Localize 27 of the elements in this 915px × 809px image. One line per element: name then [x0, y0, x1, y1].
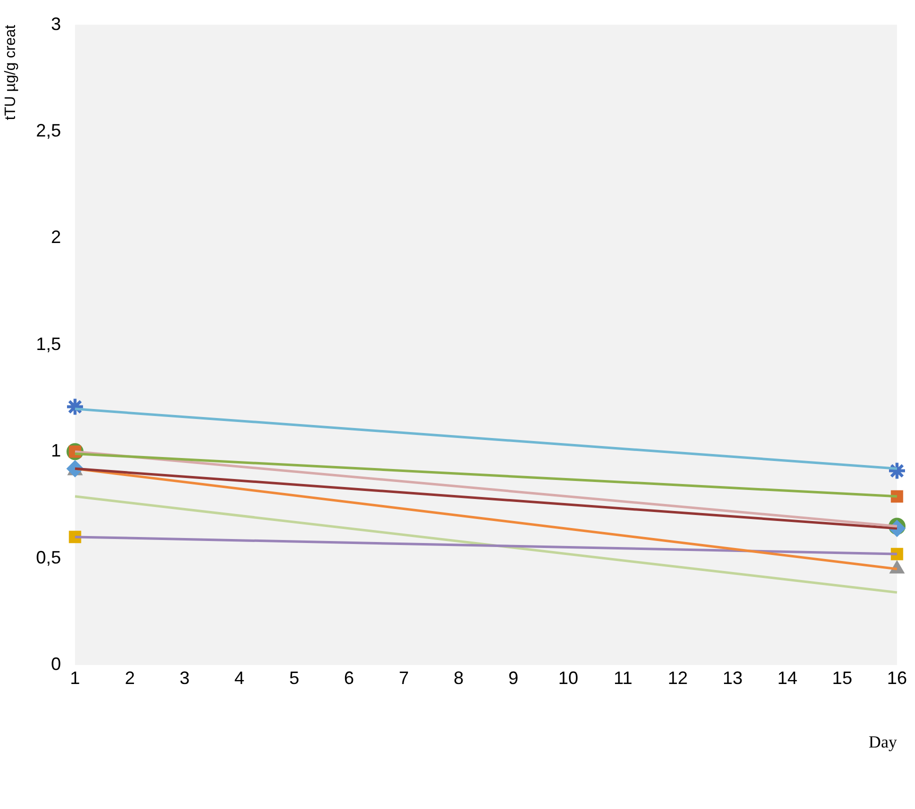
- y-tick-label: 0: [51, 654, 62, 674]
- x-tick-label: 4: [234, 668, 244, 688]
- x-tick-label: 13: [722, 668, 743, 688]
- y-axis-title: tTU µg/g creat: [2, 24, 20, 120]
- x-tick-label: 10: [558, 668, 578, 688]
- x-tick-label: 5: [289, 668, 300, 688]
- y-tick-label: 3: [51, 14, 62, 34]
- x-tick-label: 2: [124, 668, 135, 688]
- x-tick-label: 8: [454, 668, 464, 688]
- y-tick-label: 1: [51, 440, 62, 461]
- x-tick-label: 9: [508, 668, 518, 688]
- x-tick-label: 6: [344, 668, 354, 688]
- x-axis-title: Day: [868, 732, 898, 752]
- x-tick-label: 15: [832, 668, 852, 688]
- point: [66, 397, 85, 416]
- y-tick-label: 2,5: [36, 120, 62, 140]
- point: [888, 461, 906, 480]
- y-tick-label: 2: [51, 227, 62, 248]
- x-tick-label: 12: [668, 668, 688, 688]
- y-tick-label: 1,5: [36, 334, 62, 354]
- y-tick-label: 0,5: [36, 547, 62, 568]
- x-tick-label: 3: [180, 668, 190, 688]
- x-tick-label: 14: [777, 668, 798, 688]
- x-tick-label: 7: [398, 668, 409, 688]
- x-tick-label: 1: [70, 668, 80, 688]
- x-tick-label: 11: [614, 668, 632, 688]
- x-tick-label: 16: [886, 668, 908, 688]
